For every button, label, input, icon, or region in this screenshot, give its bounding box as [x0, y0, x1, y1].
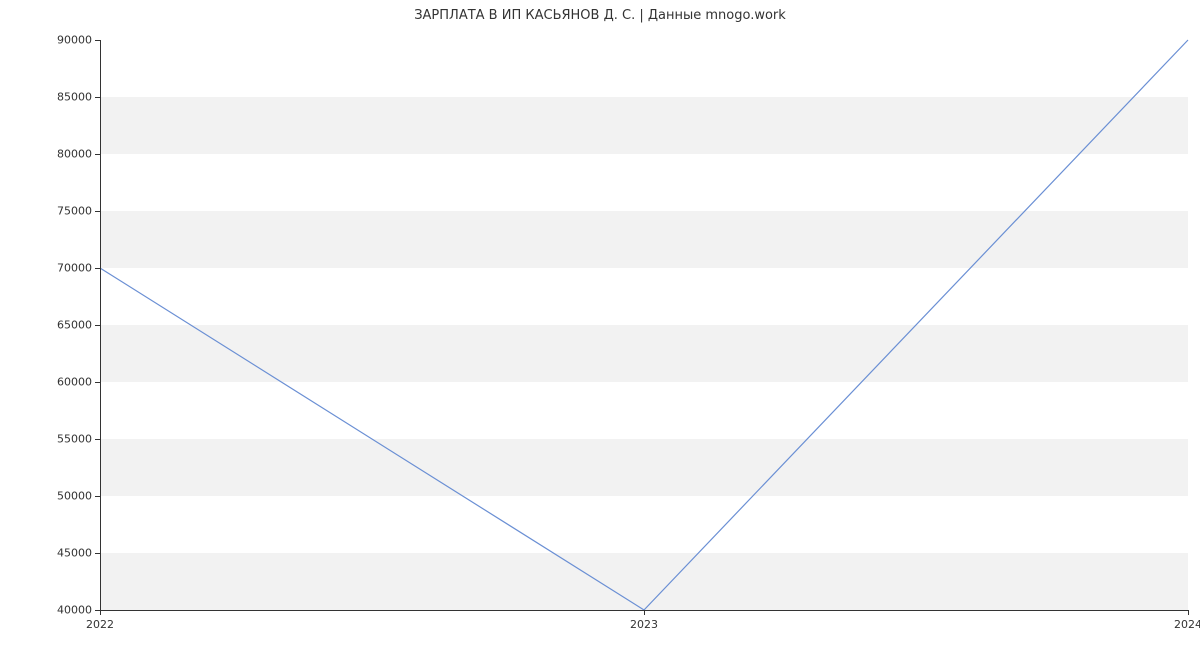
- y-tick-mark: [95, 211, 100, 212]
- series-line-salary: [100, 40, 1188, 610]
- y-tick-mark: [95, 496, 100, 497]
- y-tick-mark: [95, 553, 100, 554]
- line-layer: [100, 40, 1188, 610]
- y-tick-label: 45000: [57, 547, 100, 560]
- chart-title: ЗАРПЛАТА В ИП КАСЬЯНОВ Д. С. | Данные mn…: [0, 8, 1200, 23]
- y-tick-label: 70000: [57, 262, 100, 275]
- x-tick-mark: [644, 610, 645, 615]
- y-tick-label: 75000: [57, 205, 100, 218]
- x-tick-mark: [1188, 610, 1189, 615]
- y-tick-mark: [95, 439, 100, 440]
- y-tick-label: 60000: [57, 376, 100, 389]
- y-tick-label: 85000: [57, 91, 100, 104]
- x-tick-label: 2024: [1174, 610, 1200, 631]
- y-tick-label: 55000: [57, 433, 100, 446]
- y-tick-label: 50000: [57, 490, 100, 503]
- y-axis-line: [100, 40, 101, 610]
- x-tick-mark: [100, 610, 101, 615]
- y-tick-mark: [95, 97, 100, 98]
- y-tick-mark: [95, 382, 100, 383]
- y-tick-label: 90000: [57, 34, 100, 47]
- y-tick-mark: [95, 325, 100, 326]
- y-tick-mark: [95, 40, 100, 41]
- plot-area: 4000045000500005500060000650007000075000…: [100, 40, 1188, 610]
- y-tick-mark: [95, 154, 100, 155]
- y-tick-label: 65000: [57, 319, 100, 332]
- y-tick-label: 80000: [57, 148, 100, 161]
- chart-container: ЗАРПЛАТА В ИП КАСЬЯНОВ Д. С. | Данные mn…: [0, 0, 1200, 650]
- y-tick-mark: [95, 268, 100, 269]
